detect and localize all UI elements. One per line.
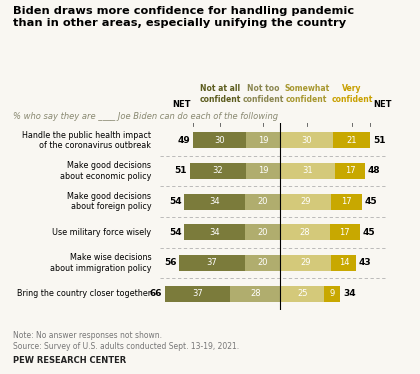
Bar — [179, 255, 245, 271]
Bar — [247, 163, 280, 179]
Bar — [193, 132, 247, 148]
Text: 19: 19 — [258, 136, 268, 145]
Text: Bring the country closer together: Bring the country closer together — [17, 289, 151, 298]
Text: Somewhat
confident: Somewhat confident — [284, 85, 329, 104]
Bar — [330, 224, 360, 240]
Text: Make good decisions
about economic policy: Make good decisions about economic polic… — [60, 161, 151, 181]
Text: 19: 19 — [258, 166, 268, 175]
Text: 29: 29 — [301, 197, 311, 206]
Text: 20: 20 — [257, 197, 268, 206]
Text: 20: 20 — [257, 258, 268, 267]
Text: 17: 17 — [339, 228, 350, 237]
Bar — [247, 132, 280, 148]
Text: % who say they are ____ Joe Biden can do each of the following: % who say they are ____ Joe Biden can do… — [13, 112, 278, 121]
Bar — [280, 224, 330, 240]
Text: 43: 43 — [359, 258, 372, 267]
Text: 37: 37 — [192, 289, 203, 298]
Text: Note: No answer responses not shown.: Note: No answer responses not shown. — [13, 331, 162, 340]
Text: 14: 14 — [339, 258, 349, 267]
Bar — [184, 224, 245, 240]
Text: 30: 30 — [215, 136, 225, 145]
Text: 32: 32 — [213, 166, 223, 175]
Bar — [324, 286, 340, 301]
Bar — [331, 255, 356, 271]
Text: 21: 21 — [346, 136, 357, 145]
Text: 9: 9 — [330, 289, 335, 298]
Text: 51: 51 — [175, 166, 187, 175]
Text: 28: 28 — [250, 289, 260, 298]
Text: 54: 54 — [169, 197, 182, 206]
Text: 17: 17 — [341, 197, 352, 206]
Text: Source: Survey of U.S. adults conducted Sept. 13-19, 2021.: Source: Survey of U.S. adults conducted … — [13, 342, 239, 351]
Bar — [190, 163, 247, 179]
Bar — [231, 286, 280, 301]
Bar — [165, 286, 231, 301]
Text: PEW RESEARCH CENTER: PEW RESEARCH CENTER — [13, 356, 126, 365]
Text: 31: 31 — [302, 166, 313, 175]
Bar — [184, 194, 245, 209]
Bar — [335, 163, 365, 179]
Text: 54: 54 — [169, 228, 182, 237]
Bar — [280, 132, 333, 148]
Text: Very
confident: Very confident — [331, 85, 373, 104]
Bar — [331, 194, 362, 209]
Text: 66: 66 — [150, 289, 162, 298]
Bar — [245, 194, 280, 209]
Text: Not at all
confident: Not at all confident — [199, 85, 241, 104]
Text: NET: NET — [172, 101, 191, 110]
Text: 56: 56 — [164, 258, 176, 267]
Text: 30: 30 — [302, 136, 312, 145]
Text: Make good decisions
about foreign policy: Make good decisions about foreign policy — [67, 192, 151, 211]
Text: Biden draws more confidence for handling pandemic
than in other areas, especiall: Biden draws more confidence for handling… — [13, 6, 354, 28]
Bar — [280, 194, 331, 209]
Text: Use military force wisely: Use military force wisely — [52, 228, 151, 237]
Text: Not too
confident: Not too confident — [243, 85, 284, 104]
Text: 20: 20 — [257, 228, 268, 237]
Text: 45: 45 — [364, 197, 377, 206]
Bar — [333, 132, 370, 148]
Text: 49: 49 — [178, 136, 191, 145]
Text: 48: 48 — [368, 166, 381, 175]
Text: Make wise decisions
about immigration policy: Make wise decisions about immigration po… — [50, 253, 151, 273]
Bar — [245, 255, 280, 271]
Bar — [280, 286, 324, 301]
Text: 28: 28 — [299, 228, 310, 237]
Text: 34: 34 — [209, 228, 220, 237]
Text: 37: 37 — [207, 258, 217, 267]
Bar — [280, 255, 331, 271]
Text: 17: 17 — [345, 166, 355, 175]
Text: 51: 51 — [373, 136, 386, 145]
Bar — [245, 224, 280, 240]
Text: 34: 34 — [209, 197, 220, 206]
Text: NET: NET — [373, 101, 391, 110]
Text: 34: 34 — [343, 289, 356, 298]
Text: 25: 25 — [297, 289, 307, 298]
Bar — [280, 163, 335, 179]
Text: 29: 29 — [301, 258, 311, 267]
Text: 45: 45 — [362, 228, 375, 237]
Text: Handle the public health impact
of the coronavirus outbreak: Handle the public health impact of the c… — [22, 131, 151, 150]
